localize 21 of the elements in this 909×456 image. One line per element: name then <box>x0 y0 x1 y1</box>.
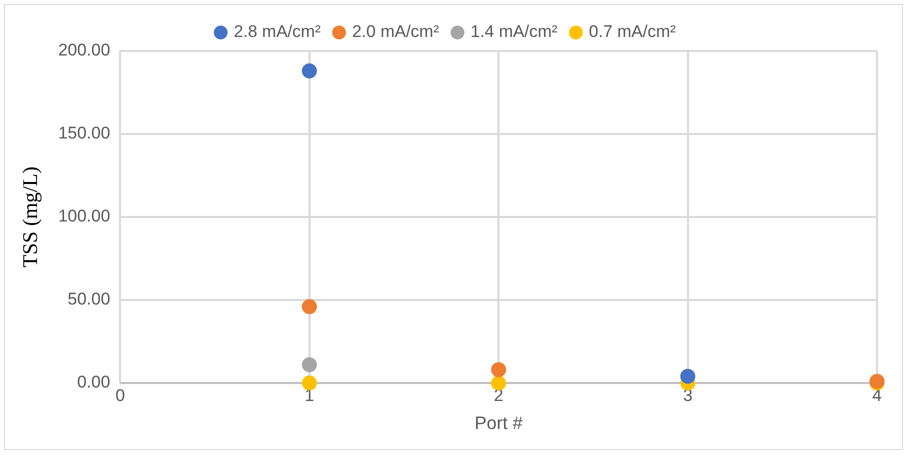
point <box>680 368 696 384</box>
y-axis-title: TSS (mg/L) <box>18 166 42 268</box>
point <box>302 63 317 78</box>
x-axis-title: Port # <box>474 413 523 434</box>
point <box>302 299 317 314</box>
legend-label: 0.7 mA/cm² <box>588 22 676 42</box>
point <box>302 376 317 390</box>
y-tick-label: 200.00 <box>58 40 110 60</box>
x-tick-label: 1 <box>304 386 314 405</box>
y-tick-label: 100.00 <box>58 206 110 226</box>
y-tick-label: 50.00 <box>68 290 110 309</box>
legend-label: 1.4 mA/cm² <box>470 22 558 42</box>
point <box>302 357 317 372</box>
y-tick-label: 0.00 <box>77 372 110 392</box>
point <box>491 362 506 378</box>
y-tick-label: 150.00 <box>58 124 110 143</box>
x-tick-label: 4 <box>872 386 882 405</box>
legend-label: 2.0 mA/cm² <box>352 22 440 42</box>
legend-label: 2.8 mA/cm² <box>234 22 321 42</box>
x-tick-label: 0 <box>115 386 125 405</box>
point <box>491 376 506 390</box>
